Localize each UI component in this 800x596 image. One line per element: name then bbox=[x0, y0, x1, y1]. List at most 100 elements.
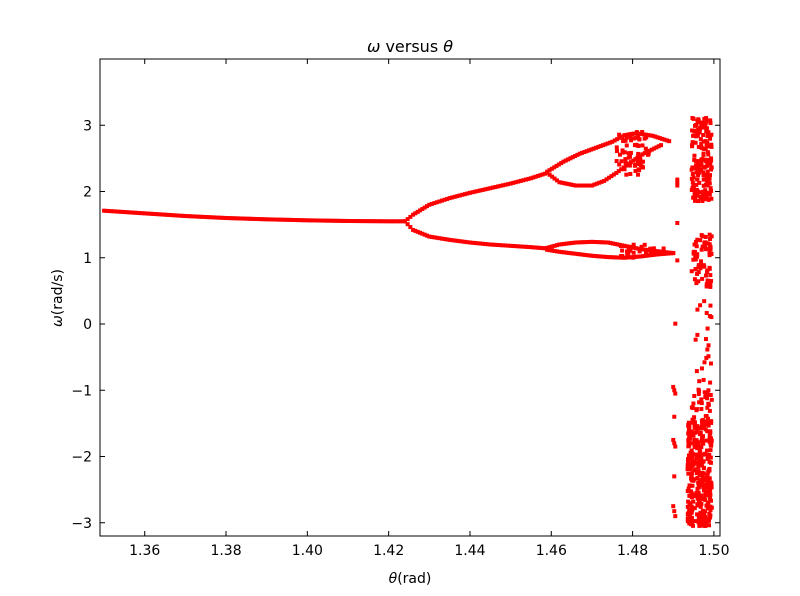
data-point bbox=[235, 216, 240, 221]
data-point bbox=[686, 499, 691, 504]
data-point bbox=[462, 192, 467, 197]
title-omega: ω bbox=[367, 37, 380, 56]
data-point bbox=[698, 450, 703, 455]
data-point bbox=[550, 248, 555, 253]
data-point bbox=[434, 235, 439, 240]
data-point bbox=[460, 192, 465, 197]
data-point bbox=[341, 218, 346, 223]
data-point bbox=[623, 160, 628, 165]
data-point bbox=[442, 197, 447, 202]
data-point bbox=[563, 158, 568, 163]
data-point bbox=[651, 246, 656, 251]
data-point bbox=[703, 517, 708, 522]
data-point bbox=[691, 401, 696, 406]
data-point bbox=[625, 252, 630, 257]
data-point bbox=[687, 454, 692, 459]
data-point bbox=[587, 239, 592, 244]
data-point bbox=[554, 163, 559, 168]
data-point bbox=[704, 519, 709, 524]
data-point bbox=[591, 146, 596, 151]
data-point bbox=[432, 235, 437, 240]
data-point bbox=[400, 219, 405, 224]
data-point bbox=[704, 284, 709, 289]
data-point bbox=[672, 388, 677, 393]
data-point bbox=[614, 145, 619, 150]
data-point bbox=[695, 130, 700, 135]
data-point bbox=[692, 415, 697, 420]
data-point bbox=[703, 337, 708, 342]
data-point bbox=[686, 466, 691, 471]
data-point bbox=[503, 243, 508, 248]
data-point bbox=[614, 159, 619, 164]
data-point bbox=[104, 208, 109, 213]
data-point bbox=[697, 167, 702, 172]
data-point bbox=[708, 273, 713, 278]
data-point bbox=[689, 269, 694, 274]
data-point bbox=[692, 129, 697, 134]
data-point bbox=[195, 214, 200, 219]
data-point bbox=[379, 219, 384, 224]
data-point bbox=[204, 215, 209, 220]
data-point bbox=[648, 133, 653, 138]
data-point bbox=[652, 248, 657, 253]
data-point bbox=[116, 209, 121, 214]
data-point bbox=[697, 159, 702, 164]
data-point bbox=[692, 242, 697, 247]
data-point bbox=[708, 487, 713, 492]
data-point bbox=[693, 166, 698, 171]
data-point bbox=[646, 133, 651, 138]
data-point bbox=[216, 215, 221, 220]
data-point bbox=[450, 195, 455, 200]
data-point bbox=[699, 401, 704, 406]
data-point bbox=[697, 379, 702, 384]
data-point bbox=[457, 193, 462, 198]
data-point bbox=[605, 141, 610, 146]
data-point bbox=[707, 246, 712, 251]
data-point bbox=[690, 165, 695, 170]
data-point bbox=[688, 450, 693, 455]
plot-area-frame bbox=[99, 58, 721, 537]
data-point bbox=[696, 270, 701, 275]
data-point bbox=[440, 198, 445, 203]
data-point bbox=[490, 242, 495, 247]
data-point bbox=[692, 444, 697, 449]
data-point bbox=[701, 471, 706, 476]
data-point bbox=[547, 168, 552, 173]
data-point bbox=[666, 251, 671, 256]
data-point bbox=[642, 242, 647, 247]
data-point bbox=[624, 163, 629, 168]
data-point bbox=[137, 211, 142, 216]
data-point bbox=[470, 240, 475, 245]
data-point bbox=[610, 255, 615, 260]
data-point bbox=[209, 215, 214, 220]
data-point bbox=[636, 167, 641, 172]
data-point bbox=[552, 243, 557, 248]
data-point bbox=[702, 243, 707, 248]
data-point bbox=[693, 267, 698, 272]
data-point bbox=[559, 250, 564, 255]
data-point bbox=[628, 248, 633, 253]
data-point bbox=[631, 245, 636, 250]
data-point bbox=[687, 493, 692, 498]
data-point bbox=[133, 210, 138, 215]
data-point bbox=[427, 202, 432, 207]
data-point bbox=[694, 369, 699, 374]
data-point bbox=[703, 139, 708, 144]
data-point bbox=[573, 251, 578, 256]
data-point bbox=[703, 164, 708, 169]
data-point bbox=[114, 209, 119, 214]
data-point bbox=[166, 212, 171, 217]
x-tick-label: 1.50 bbox=[698, 543, 729, 559]
data-point bbox=[685, 457, 690, 462]
data-point bbox=[334, 218, 339, 223]
data-point bbox=[580, 183, 585, 188]
data-point bbox=[708, 303, 713, 308]
data-point bbox=[692, 439, 697, 444]
data-point bbox=[708, 173, 713, 178]
data-point bbox=[395, 219, 400, 224]
data-point bbox=[704, 414, 709, 419]
data-point bbox=[369, 219, 374, 224]
data-point bbox=[707, 438, 712, 443]
data-point bbox=[708, 236, 713, 241]
data-point bbox=[566, 241, 571, 246]
